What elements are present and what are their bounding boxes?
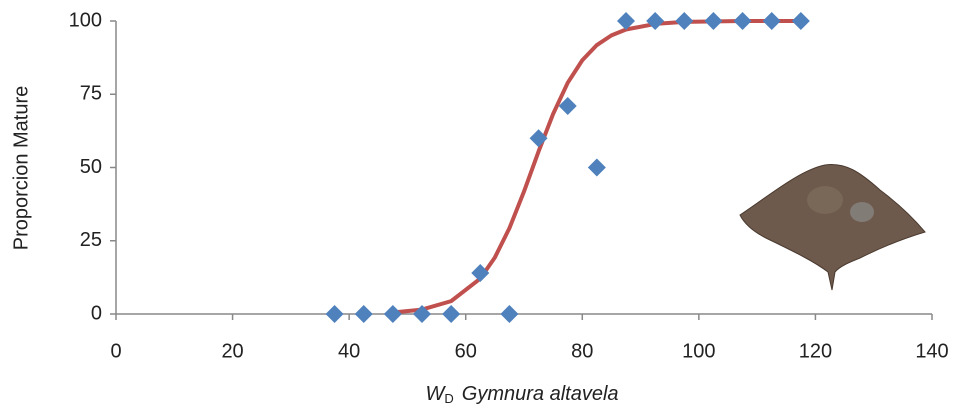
data-point <box>558 96 577 115</box>
x-axis-title: WD Gymnura altavela <box>425 383 618 406</box>
data-point <box>442 305 461 323</box>
data-point <box>500 305 519 323</box>
data-point <box>354 305 373 323</box>
data-point <box>529 129 548 148</box>
data-point <box>587 158 606 177</box>
data-point <box>675 12 694 30</box>
data-point <box>646 12 665 30</box>
y-tick-label: 75 <box>80 83 102 105</box>
data-point <box>791 12 810 30</box>
x-tick-label: 40 <box>338 340 360 362</box>
x-axis-subscript: D <box>444 391 453 406</box>
data-point <box>617 12 635 30</box>
x-tick-label: 120 <box>799 340 832 362</box>
stingray-photo <box>739 163 926 291</box>
x-tick-label: 140 <box>915 340 948 362</box>
y-tick-label: 0 <box>91 302 102 324</box>
data-point <box>413 305 431 323</box>
y-axis-title: Proporcion Mature <box>10 86 32 251</box>
x-tick-label: 80 <box>571 340 593 362</box>
data-point <box>762 12 781 30</box>
y-tick-label: 100 <box>69 9 102 31</box>
data-point <box>325 305 344 323</box>
data-point <box>471 263 490 282</box>
x-tick-label: 0 <box>110 340 121 362</box>
data-point <box>383 305 402 323</box>
x-tick-label: 100 <box>682 340 715 362</box>
data-point <box>733 12 752 30</box>
x-tick-label: 20 <box>221 340 243 362</box>
x-tick-label: 60 <box>455 340 477 362</box>
x-axis-species: Gymnura altavela <box>462 383 619 405</box>
data-point <box>704 12 723 30</box>
x-axis-symbol: W <box>425 383 446 405</box>
y-tick-label: 25 <box>80 229 102 251</box>
y-tick-label: 50 <box>80 156 102 178</box>
